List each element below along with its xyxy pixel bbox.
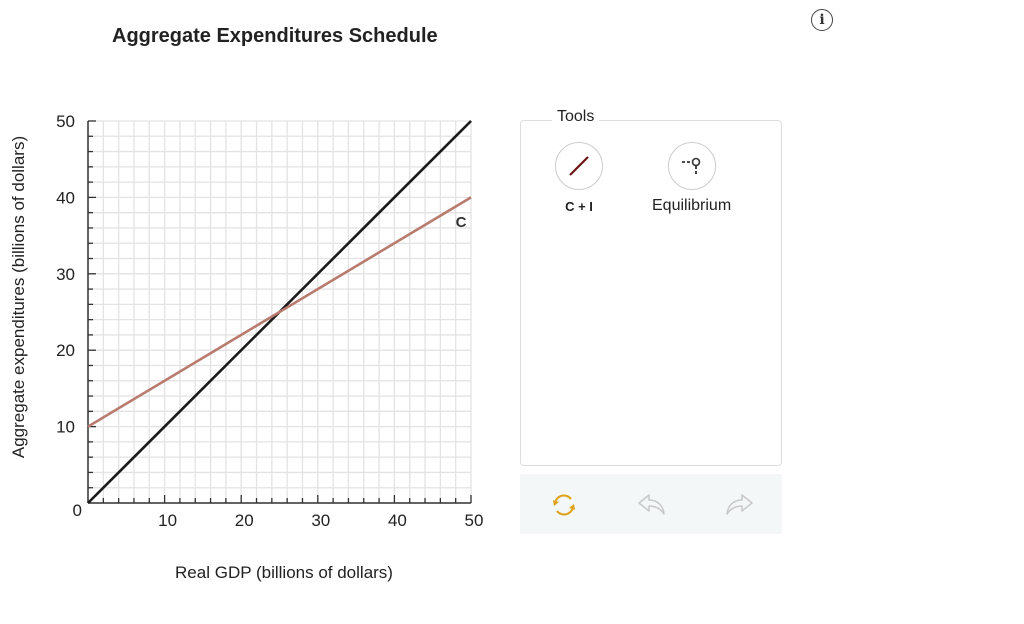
y-tick-label: 50 (56, 112, 75, 131)
undo-icon[interactable] (637, 490, 667, 520)
series-label-c: C (456, 214, 467, 231)
x-tick-label: 30 (311, 511, 330, 530)
y-tick-label: 20 (56, 341, 75, 360)
line-c (87, 196, 472, 428)
tools-panel (520, 120, 782, 466)
y-tick-label: 0 (73, 501, 82, 520)
line-tool-icon (555, 142, 603, 190)
y-tick-label: 10 (56, 418, 75, 437)
tool-label: Equilibrium (652, 197, 732, 214)
redo-icon[interactable] (724, 490, 754, 520)
reset-icon[interactable] (549, 490, 579, 520)
x-tick-label: 50 (465, 511, 484, 530)
x-axis-label: Real GDP (billions of dollars) (175, 563, 393, 582)
x-tick-label: 40 (388, 511, 407, 530)
action-bar (520, 474, 782, 534)
equilibrium-point-icon (667, 142, 716, 190)
tool-c-plus-i[interactable]: C + I (555, 142, 603, 214)
chart-title: Aggregate Expenditures Schedule (112, 25, 438, 47)
x-tick-label: 10 (158, 511, 177, 530)
y-tick-label: 30 (56, 265, 75, 284)
info-icon[interactable]: i (811, 9, 833, 31)
tools-legend: Tools (552, 108, 600, 126)
x-tick-label: 20 (235, 511, 254, 530)
tool-equilibrium[interactable]: Equilibrium (652, 142, 731, 215)
y-tick-label: 40 (56, 188, 75, 207)
tool-label: C + I (565, 199, 593, 214)
chart-plot[interactable]: 0 10 20 30 40 50 10 20 30 40 50 C (0, 0, 520, 540)
